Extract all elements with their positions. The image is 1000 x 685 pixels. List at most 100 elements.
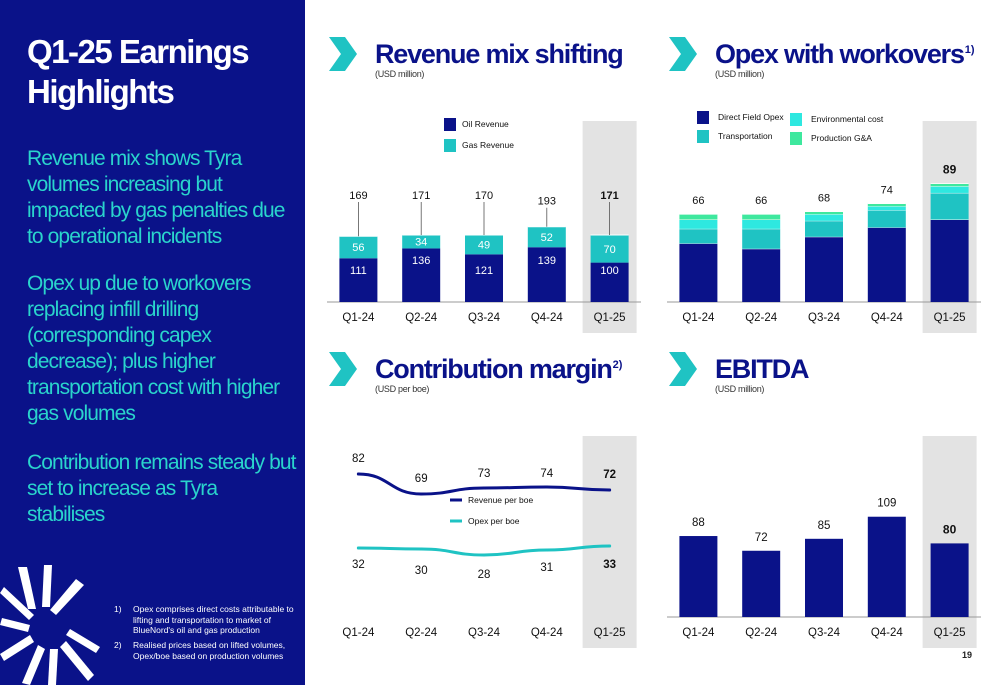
x-tick-label: Q1-24 [682,627,715,639]
revenue-chart: Q1-24 Q2-24 Q3-24 Q4-24 Q1-25 111 56 169 136 34 17… [327,118,641,333]
x-tick-label: Q2-24 [745,312,778,324]
data-label: 49 [478,240,490,252]
data-label: 109 [877,498,896,510]
data-label: 33 [603,559,616,571]
x-tick-label: Q4-24 [871,627,904,639]
ebitda-chart: Q1-24 Q2-24 Q3-24 Q4-24 Q1-25 88 72 85 109 80 [667,436,981,648]
legend-label: Gas Revenue [462,140,514,150]
bar-segment [402,248,441,302]
data-label: 70 [603,244,615,256]
highlight-band [582,436,637,648]
opex-panel-subtitle: (USD million) [715,69,765,79]
opex-panel: Opex with workovers1) (USD million) Q1-2… [667,33,997,333]
bar-segment [930,183,969,187]
total-label: 68 [818,193,830,205]
ebitda-panel: EBITDA (USD million) Q1-24 Q2-24 Q3-24 Q4-2… [667,348,997,648]
total-label: 89 [943,163,957,177]
chevron-right-icon [669,37,697,71]
footnote-1: 1) Opex comprises direct costs attributa… [114,604,294,636]
bar-segment [679,243,718,302]
legend-label: Revenue per boe [468,495,533,505]
line-point [545,485,549,489]
data-label: 30 [415,565,428,577]
bar-segment [527,247,566,302]
x-tick-label: Q1-25 [594,627,626,639]
data-label: 72 [603,469,616,481]
line-point [356,546,360,550]
contribution-chart: Q1-24 Q2-24 Q3-24 Q4-24 Q1-25 82 69 73 74 72 32 30 2… [342,436,637,648]
opex-panel-title: Opex with workovers1) [715,39,975,69]
bar-segment [679,214,718,220]
x-tick-label: Q3-24 [808,627,841,639]
x-tick-label: Q1-24 [342,312,375,324]
data-label: 80 [943,522,957,536]
legend-swatch [790,132,802,145]
total-label: 171 [600,190,618,202]
data-label: 121 [475,265,493,277]
x-tick-label: Q4-24 [871,312,904,324]
contribution-panel-title: Contribution margin2) [375,354,623,384]
highlight-opex-text: Opex up due to workovers replacing infil… [27,272,280,425]
bar-segment [339,236,378,259]
bar-segment [590,235,629,263]
bar-segment [590,262,629,302]
bar-segment [742,248,781,302]
x-tick-label: Q2-24 [405,627,438,639]
bar-segment [465,235,503,255]
bar [930,543,969,617]
total-label: 171 [412,190,430,202]
footnote-2: 2) Realised prices based on lifted volum… [114,640,294,661]
line-point [482,486,486,490]
total-label: 74 [881,185,893,197]
x-tick-label: Q1-24 [342,627,375,639]
bar-segment [805,214,843,221]
bar-segment [339,258,378,302]
data-label: 32 [352,559,365,571]
ebitda-panel-title: EBITDA [715,354,810,384]
opex-chart: Q1-24 Q2-24 Q3-24 Q4-24 Q1-25 66 66 68 74 89 Direc… [667,111,981,333]
revenue-panel: Revenue mix shifting (USD million) Q1-24… [327,33,657,333]
data-label: 74 [540,468,553,480]
x-tick-label: Q2-24 [745,627,778,639]
data-label: 88 [692,517,705,529]
total-label: 66 [755,195,767,207]
highlight-revenue-text: Revenue mix shows Tyra volumes increasin… [27,147,285,248]
line-point [419,492,423,496]
bar-segment [867,227,906,302]
bar [805,538,843,617]
total-label: 170 [475,190,493,202]
data-label: 52 [541,232,553,244]
footnote-number: 2) [114,640,122,650]
footnote-text: Opex comprises direct costs attributable… [133,604,294,635]
total-label: 169 [349,190,367,202]
x-tick-label: Q3-24 [468,312,501,324]
bar-segment [867,203,906,207]
x-tick-label: Q1-24 [682,312,715,324]
footnote-number: 1) [114,604,122,614]
data-label: 82 [352,453,365,465]
data-label: 100 [600,265,618,277]
legend-swatch [697,111,709,124]
highlight-contribution-text: Contribution remains steady but set to i… [27,451,296,526]
chevron-right-icon [329,37,357,71]
x-tick-label: Q1-25 [934,312,966,324]
line-point [608,488,612,492]
chevron-right-icon [329,352,357,386]
contribution-panel: Contribution margin2) (USD per boe) Q1-2… [327,348,657,648]
bar-segment [402,235,441,249]
line-point [545,548,549,552]
bar-segment [679,228,718,244]
bar [867,516,906,617]
x-tick-label: Q1-25 [934,627,966,639]
bar-segment [527,226,566,248]
bar-segment [805,211,843,215]
bar [679,536,718,617]
x-tick-label: Q2-24 [405,312,438,324]
revenue-panel-subtitle: (USD million) [375,69,425,79]
data-label: 85 [818,520,831,532]
bar-segment [742,219,781,229]
legend-label: Oil Revenue [462,119,509,129]
bar-segment [930,192,969,220]
data-label: 56 [352,242,364,254]
data-label: 69 [415,473,428,485]
